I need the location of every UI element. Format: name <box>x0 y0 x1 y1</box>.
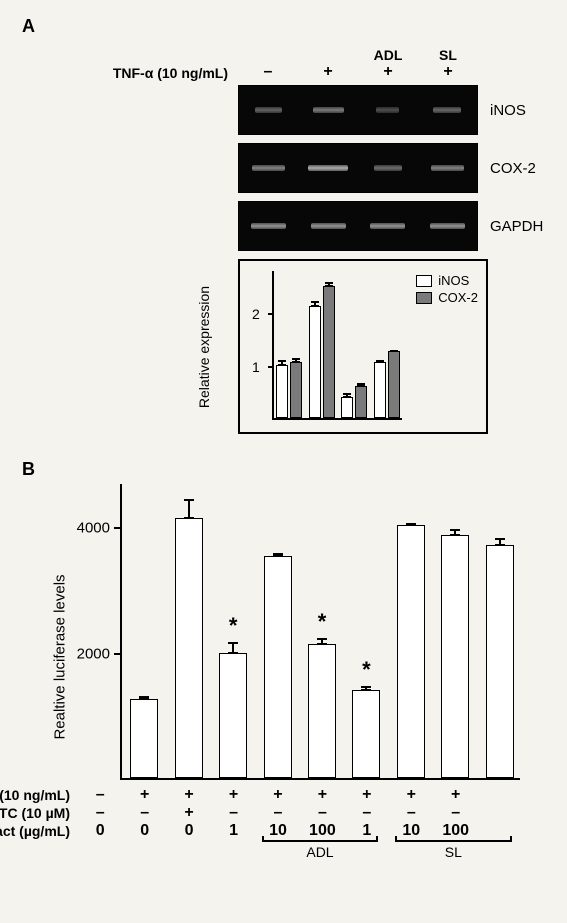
gel-block: ADLSL TNF-α (10 ng/mL) –+++ iNOSCOX-2GAP… <box>88 47 549 251</box>
condition-row-label: TNF-α (10 ng/mL) <box>0 787 78 803</box>
panel-b-condition-table: TNF-α (10 ng/mL)–++++++++PDTC (10 µM)––+… <box>120 786 520 862</box>
condition-cell: 100 <box>300 822 344 840</box>
condition-row: TNF-α (10 ng/mL)–++++++++ <box>120 786 520 804</box>
condition-cell: 0 <box>122 822 166 840</box>
mini-bar <box>276 365 288 418</box>
luciferase-bar <box>219 653 247 778</box>
condition-cell: 1 <box>211 822 255 840</box>
mini-bar <box>323 286 335 418</box>
condition-cell: – <box>389 804 433 822</box>
mini-chart-ylabel: Relative expression <box>196 285 212 407</box>
legend-label-cox2: COX-2 <box>438 290 478 305</box>
gel-image <box>238 143 478 193</box>
luciferase-bar <box>308 644 336 778</box>
condition-cell: – <box>78 804 122 822</box>
group-bracket <box>262 840 379 842</box>
condition-row: Extract (µg/mL)000110100110100 <box>120 822 520 840</box>
mini-bar <box>374 362 386 418</box>
significance-star: * <box>318 609 327 635</box>
gel-top-condition <box>298 47 358 63</box>
gel-target-label: COX-2 <box>490 160 536 177</box>
group-label: ADL <box>262 844 379 860</box>
group-bracket <box>395 840 512 842</box>
condition-cell: – <box>78 786 122 804</box>
mini-bar <box>290 362 302 418</box>
gel-image <box>238 85 478 135</box>
gel-row: iNOS <box>88 85 549 135</box>
group-label: SL <box>395 844 512 860</box>
legend-swatch-cox2 <box>416 292 432 304</box>
gel-top-condition: ADL <box>358 47 418 63</box>
legend-swatch-inos <box>416 275 432 287</box>
panel-b: B Realtive luciferase levels *** 2000400… <box>18 459 549 862</box>
treatment-label: TNF-α (10 ng/mL) <box>88 65 238 81</box>
mini-bar <box>341 397 353 418</box>
condition-row-label: Extract (µg/mL) <box>0 823 78 839</box>
luciferase-bar <box>441 535 469 778</box>
gel-lane-sign: + <box>298 63 358 81</box>
luciferase-bar <box>397 525 425 778</box>
luciferase-bar <box>130 699 158 778</box>
gel-lane-sign: + <box>358 63 418 81</box>
luciferase-bar <box>352 690 380 778</box>
condition-cell: + <box>345 786 389 804</box>
mini-bar <box>355 386 367 418</box>
condition-cell: 1 <box>345 822 389 840</box>
significance-star: * <box>362 657 371 683</box>
condition-cell: 100 <box>434 822 478 840</box>
condition-cell: + <box>211 786 255 804</box>
condition-cell: – <box>211 804 255 822</box>
condition-cell: – <box>434 804 478 822</box>
condition-cell: – <box>300 804 344 822</box>
condition-cell: – <box>122 804 166 822</box>
panel-b-label: B <box>22 459 549 480</box>
gel-lane-sign: + <box>418 63 478 81</box>
condition-cell: + <box>256 786 300 804</box>
condition-cell: + <box>167 786 211 804</box>
condition-cell: + <box>434 786 478 804</box>
mini-bar <box>388 351 400 418</box>
mini-bar <box>309 306 321 418</box>
gel-top-condition <box>238 47 298 63</box>
mini-chart-legend: iNOS COX-2 <box>416 273 478 307</box>
luciferase-bar <box>264 556 292 778</box>
condition-cell: – <box>345 804 389 822</box>
panel-b-plot: *** 20004000 <box>120 490 520 780</box>
panel-a-barchart: Relative expression 12 iNOS COX-2 <box>238 259 488 434</box>
panel-a: A ADLSL TNF-α (10 ng/mL) –+++ iNOSCOX-2G… <box>18 16 549 434</box>
panel-a-label: A <box>22 16 549 37</box>
luciferase-bar <box>175 518 203 778</box>
gel-top-condition: SL <box>418 47 478 63</box>
condition-row-label: PDTC (10 µM) <box>0 805 78 821</box>
condition-cell: + <box>122 786 166 804</box>
gel-image <box>238 201 478 251</box>
gel-row: GAPDH <box>88 201 549 251</box>
condition-cell: + <box>167 804 211 822</box>
condition-cell: + <box>300 786 344 804</box>
gel-target-label: iNOS <box>490 102 526 119</box>
condition-cell: 0 <box>167 822 211 840</box>
condition-row: PDTC (10 µM)––+–––––– <box>120 804 520 822</box>
condition-cell: – <box>256 804 300 822</box>
condition-cell: + <box>389 786 433 804</box>
legend-label-inos: iNOS <box>438 273 469 288</box>
significance-star: * <box>229 613 238 639</box>
condition-cell: 0 <box>78 822 122 840</box>
gel-lane-sign: – <box>238 63 298 81</box>
luciferase-bar <box>486 545 514 778</box>
gel-target-label: GAPDH <box>490 218 543 235</box>
panel-b-ylabel: Realtive luciferase levels <box>52 575 69 740</box>
gel-row: COX-2 <box>88 143 549 193</box>
